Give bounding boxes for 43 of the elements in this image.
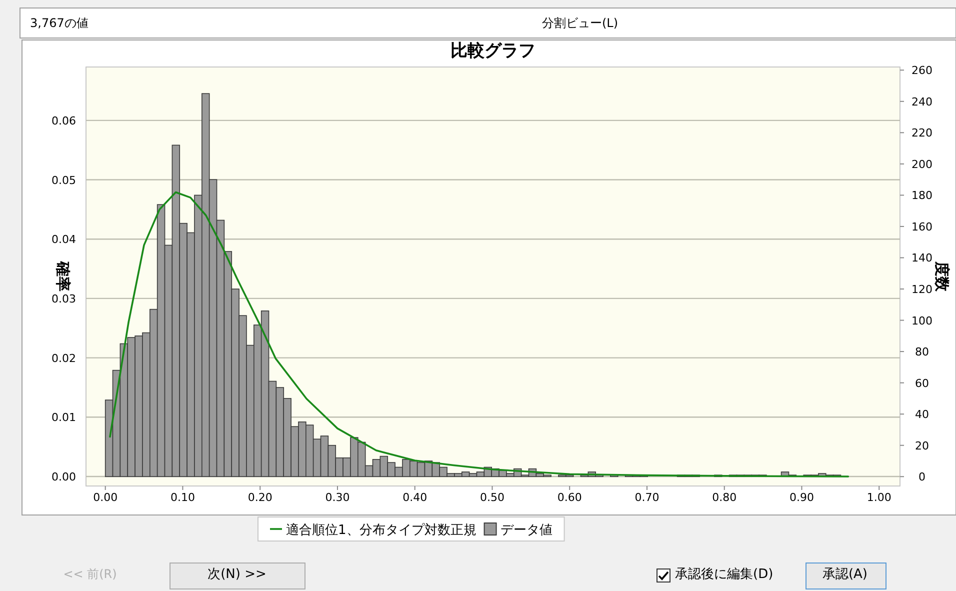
y-tick-label: 0.02 <box>52 352 76 365</box>
x-tick-label: 0.30 <box>325 491 350 504</box>
y2-axis-title: 度数 <box>933 260 951 292</box>
x-tick-label: 0.20 <box>248 491 272 504</box>
x-tick-label: 0.50 <box>480 491 504 504</box>
y2-tick-label: 100 <box>912 314 932 328</box>
y-tick-label: 0.05 <box>52 174 76 187</box>
text: 3,767の値 <box>30 16 88 30</box>
y-tick-label: 0.03 <box>52 292 76 306</box>
y2-tick-label: 260 <box>912 64 932 78</box>
y2-tick-label: 160 <box>912 220 932 234</box>
chart-title: 比較グラフ <box>450 41 536 61</box>
y2-tick-label: 60 <box>915 376 929 390</box>
text: 承認後に編集(D) <box>675 567 774 582</box>
y-axis-title: 確率 <box>54 260 72 292</box>
y2-tick-label: 220 <box>912 126 932 140</box>
y2-tick-label: 180 <box>912 189 932 202</box>
x-tick-label: 0.90 <box>789 491 814 504</box>
y2-tick-label: 120 <box>912 283 932 296</box>
y2-tick-label: 200 <box>912 158 932 171</box>
x-tick-label: 0.40 <box>402 491 428 504</box>
y2-tick-label: 40 <box>915 408 929 422</box>
x-tick-label: 1.00 <box>866 491 892 504</box>
y-tick-label: 0.00 <box>52 470 76 484</box>
y2-tick-label: 240 <box>912 95 932 108</box>
x-tick-label: 0.60 <box>557 491 582 504</box>
text: 次(N) >> <box>208 567 266 582</box>
y2-tick-label: 140 <box>912 252 932 265</box>
y-tick-label: 0.01 <box>52 411 76 424</box>
legend-label: 適合順位1、分布タイプ対数正規 <box>286 522 476 538</box>
x-tick-label: 0.10 <box>170 491 195 504</box>
x-tick-label: 0.70 <box>634 491 660 504</box>
y-tick-label: 0.06 <box>52 114 76 128</box>
text: << 前(R) <box>63 567 117 581</box>
x-tick-label: 0.00 <box>93 491 118 504</box>
y2-tick-label: 0 <box>918 470 926 484</box>
legend-label: データ値 <box>500 523 552 538</box>
y2-tick-label: 80 <box>915 346 929 359</box>
text: 分割ビュー(L) <box>542 16 618 30</box>
y2-tick-label: 20 <box>915 439 929 452</box>
y-tick-label: 0.04 <box>52 233 76 246</box>
text: 承認(A) <box>822 567 868 582</box>
x-tick-label: 0.80 <box>712 491 737 504</box>
